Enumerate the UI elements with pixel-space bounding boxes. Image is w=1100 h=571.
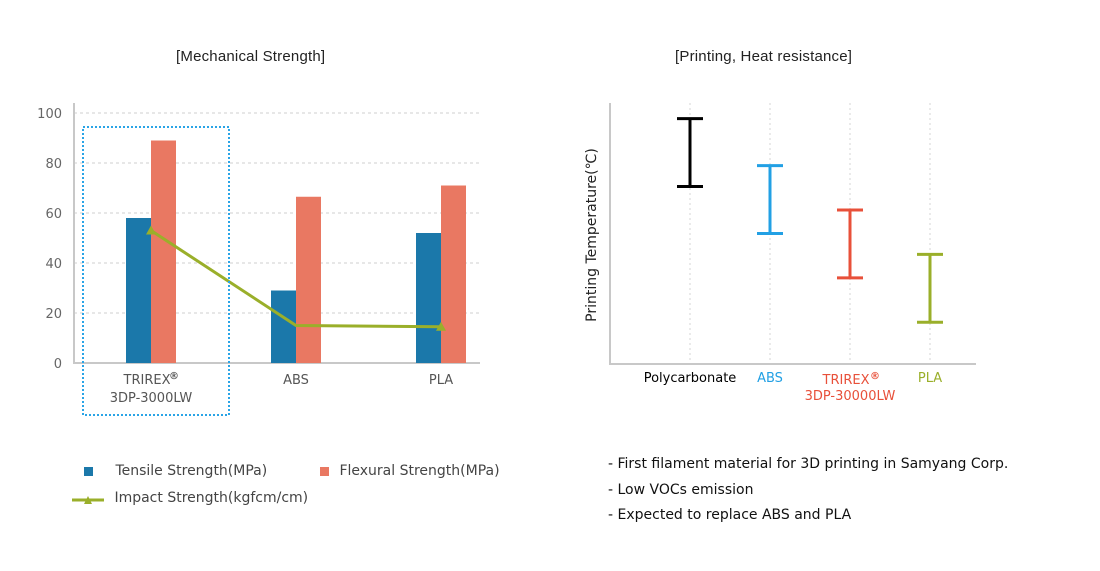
y-axis-label: Printing Temperature(℃) (584, 148, 600, 322)
legend-label-flexural: Flexural Strength(MPa) (339, 463, 500, 479)
legend-swatch-flexural (320, 466, 329, 476)
bar-tensile (126, 218, 151, 363)
x-category-label: ABS (757, 371, 783, 386)
registered-mark: ® (169, 371, 179, 382)
chart-title-printing: [Printing, Heat resistance] (675, 48, 853, 65)
x-category-label: Polycarbonate (644, 371, 737, 386)
y-tick-label: 40 (45, 257, 62, 272)
legend-flexural: Flexural Strength(MPa) (320, 463, 500, 479)
y-tick-label: 80 (45, 157, 62, 172)
legend-tensile: Tensile Strength(MPa) (84, 463, 267, 479)
note-item: - Low VOCs emission (608, 481, 754, 498)
x-category-label: PLA (918, 371, 942, 386)
x-category-label: 3DP-30000LW (805, 389, 896, 404)
impact-point-marker (146, 225, 156, 235)
note-item: - Expected to replace ABS and PLA (608, 507, 852, 523)
x-category-label: PLA (429, 373, 453, 388)
bar-tensile (416, 233, 441, 363)
legend-line-triangle-icon (72, 496, 104, 504)
x-category-label: TRIREX (822, 373, 870, 388)
impact-point-marker (436, 321, 446, 331)
highlight-box (82, 126, 230, 416)
feature-notes: - First filament material for 3D printin… (608, 452, 1008, 529)
y-tick-label: 60 (45, 207, 62, 222)
y-tick-label: 100 (37, 107, 62, 122)
x-category-label: ABS (283, 373, 309, 388)
x-category-label: TRIREX (123, 373, 171, 388)
bar-tensile (271, 290, 296, 363)
y-tick-label: 20 (45, 307, 62, 322)
impact-line (150, 229, 442, 329)
legend-swatch-tensile (84, 466, 93, 476)
chart-title-mechanical: [Mechanical Strength] (176, 48, 326, 65)
y-tick-label: 0 (54, 357, 62, 372)
legend-label-tensile: Tensile Strength(MPa) (115, 463, 268, 479)
bar-flexural (151, 140, 176, 363)
legend-label-impact: Impact Strength(kgfcm/cm) (114, 490, 309, 506)
bar-flexural (296, 196, 321, 363)
legend-impact: Impact Strength(kgfcm/cm) (72, 490, 308, 506)
bar-flexural (441, 185, 466, 363)
note-item: - First filament material for 3D printin… (608, 456, 1009, 472)
x-category-label: 3DP-3000LW (110, 391, 193, 406)
registered-mark: ® (870, 371, 880, 382)
